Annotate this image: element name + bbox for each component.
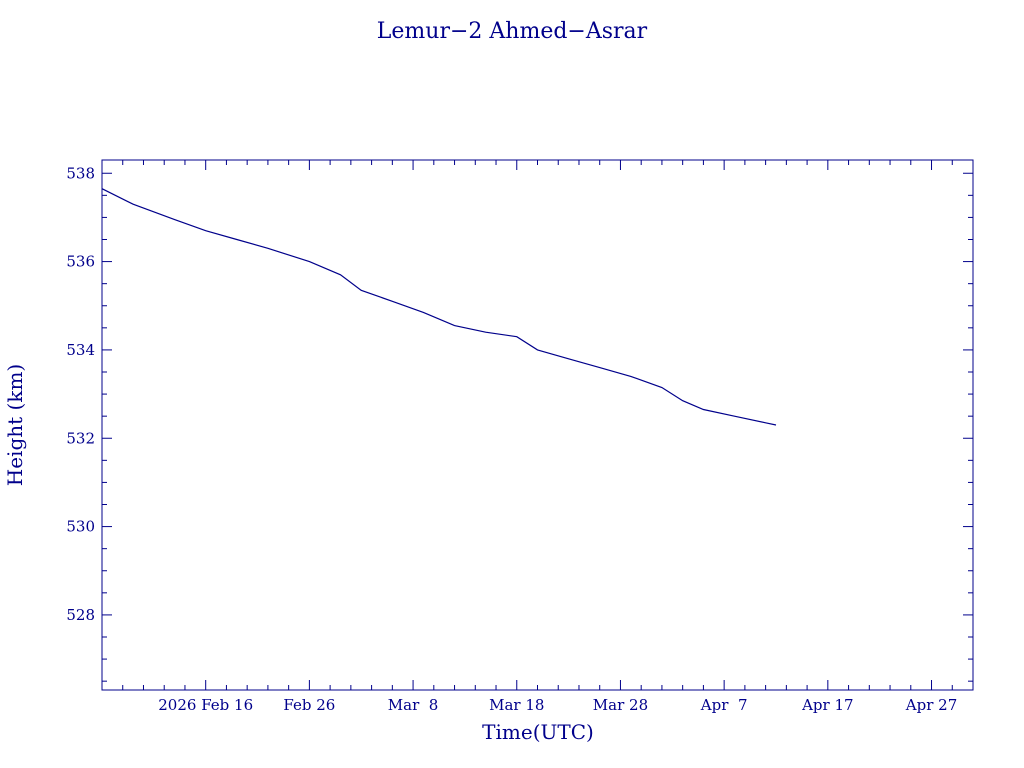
x-axis-label: Time(UTC) xyxy=(482,720,594,744)
y-tick-label: 538 xyxy=(66,164,95,182)
x-tick-label: 2026 Feb 16 xyxy=(158,696,253,714)
y-tick-label: 528 xyxy=(66,606,95,624)
x-tick-label: Mar 28 xyxy=(593,696,648,714)
y-tick-label: 534 xyxy=(66,341,95,359)
y-tick-label: 536 xyxy=(66,253,95,271)
x-tick-label: Apr 17 xyxy=(801,696,853,714)
y-tick-label: 532 xyxy=(66,429,95,447)
y-axis-label: Height (km) xyxy=(3,364,27,486)
x-tick-label: Mar 8 xyxy=(388,696,439,714)
plot-frame xyxy=(102,160,973,690)
x-tick-label: Mar 18 xyxy=(489,696,544,714)
series-line xyxy=(102,189,776,425)
tick-marks xyxy=(102,160,973,690)
x-tick-label: Apr 7 xyxy=(700,696,748,714)
chart-title: Lemur−2 Ahmed−Asrar xyxy=(377,19,648,44)
x-tick-label: Apr 27 xyxy=(905,696,957,714)
tick-labels: 528 530 532 534 536 538 2026 Feb 16 Feb 26 Mar 8… xyxy=(66,164,957,714)
x-tick-label: Feb 26 xyxy=(283,696,335,714)
y-tick-label: 530 xyxy=(66,518,95,536)
